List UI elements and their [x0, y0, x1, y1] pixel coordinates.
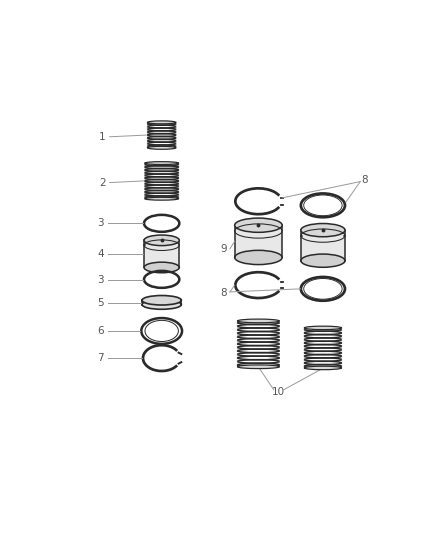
Text: 4: 4 [97, 249, 104, 259]
Ellipse shape [142, 300, 181, 309]
Text: 3: 3 [97, 219, 104, 228]
Ellipse shape [304, 366, 342, 370]
Text: 7: 7 [97, 353, 104, 363]
Polygon shape [144, 240, 179, 268]
Ellipse shape [301, 254, 345, 267]
Ellipse shape [235, 251, 282, 264]
Text: 5: 5 [97, 298, 104, 308]
Ellipse shape [144, 262, 179, 273]
Ellipse shape [148, 121, 176, 124]
Text: 8: 8 [361, 175, 367, 185]
Ellipse shape [235, 218, 282, 232]
Text: 8: 8 [220, 288, 227, 298]
Ellipse shape [237, 365, 279, 369]
Ellipse shape [142, 295, 181, 305]
Polygon shape [301, 230, 345, 261]
Text: 3: 3 [97, 275, 104, 285]
Ellipse shape [237, 319, 279, 323]
Ellipse shape [144, 235, 179, 246]
Text: 6: 6 [97, 326, 104, 336]
Ellipse shape [145, 197, 179, 200]
Ellipse shape [145, 161, 179, 165]
Ellipse shape [148, 147, 176, 149]
Text: 9: 9 [220, 244, 227, 254]
Ellipse shape [301, 223, 345, 237]
Text: 10: 10 [272, 387, 285, 397]
Ellipse shape [304, 326, 342, 329]
Polygon shape [235, 225, 282, 257]
Text: 2: 2 [99, 177, 106, 188]
Text: 1: 1 [99, 132, 106, 142]
